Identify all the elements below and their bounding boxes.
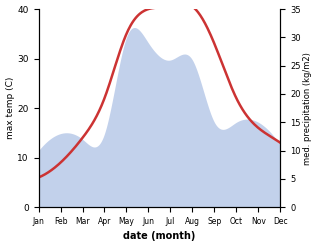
X-axis label: date (month): date (month) [123, 231, 196, 242]
Y-axis label: med. precipitation (kg/m2): med. precipitation (kg/m2) [303, 52, 313, 165]
Y-axis label: max temp (C): max temp (C) [5, 77, 15, 139]
